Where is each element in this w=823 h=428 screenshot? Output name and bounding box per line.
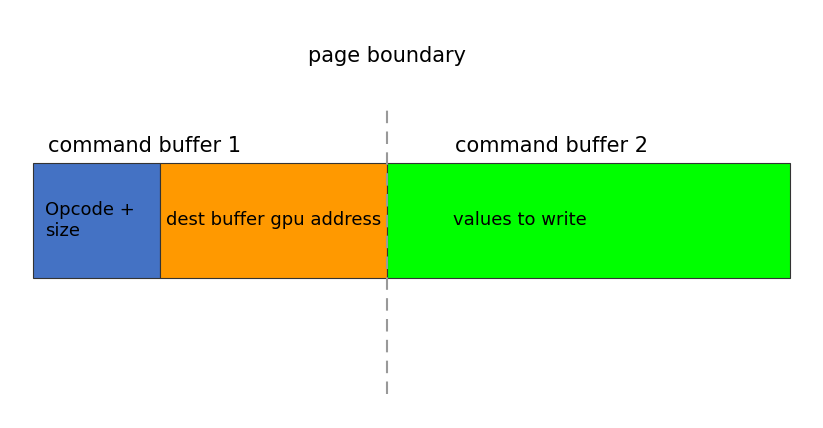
Bar xyxy=(160,163,387,278)
Text: values to write: values to write xyxy=(453,211,587,229)
Text: Opcode +
size: Opcode + size xyxy=(45,201,135,240)
Bar xyxy=(33,163,160,278)
Text: command buffer 1: command buffer 1 xyxy=(48,136,240,155)
Text: dest buffer gpu address: dest buffer gpu address xyxy=(166,211,382,229)
Bar xyxy=(387,163,790,278)
Text: page boundary: page boundary xyxy=(308,46,466,65)
Text: command buffer 2: command buffer 2 xyxy=(455,136,648,155)
